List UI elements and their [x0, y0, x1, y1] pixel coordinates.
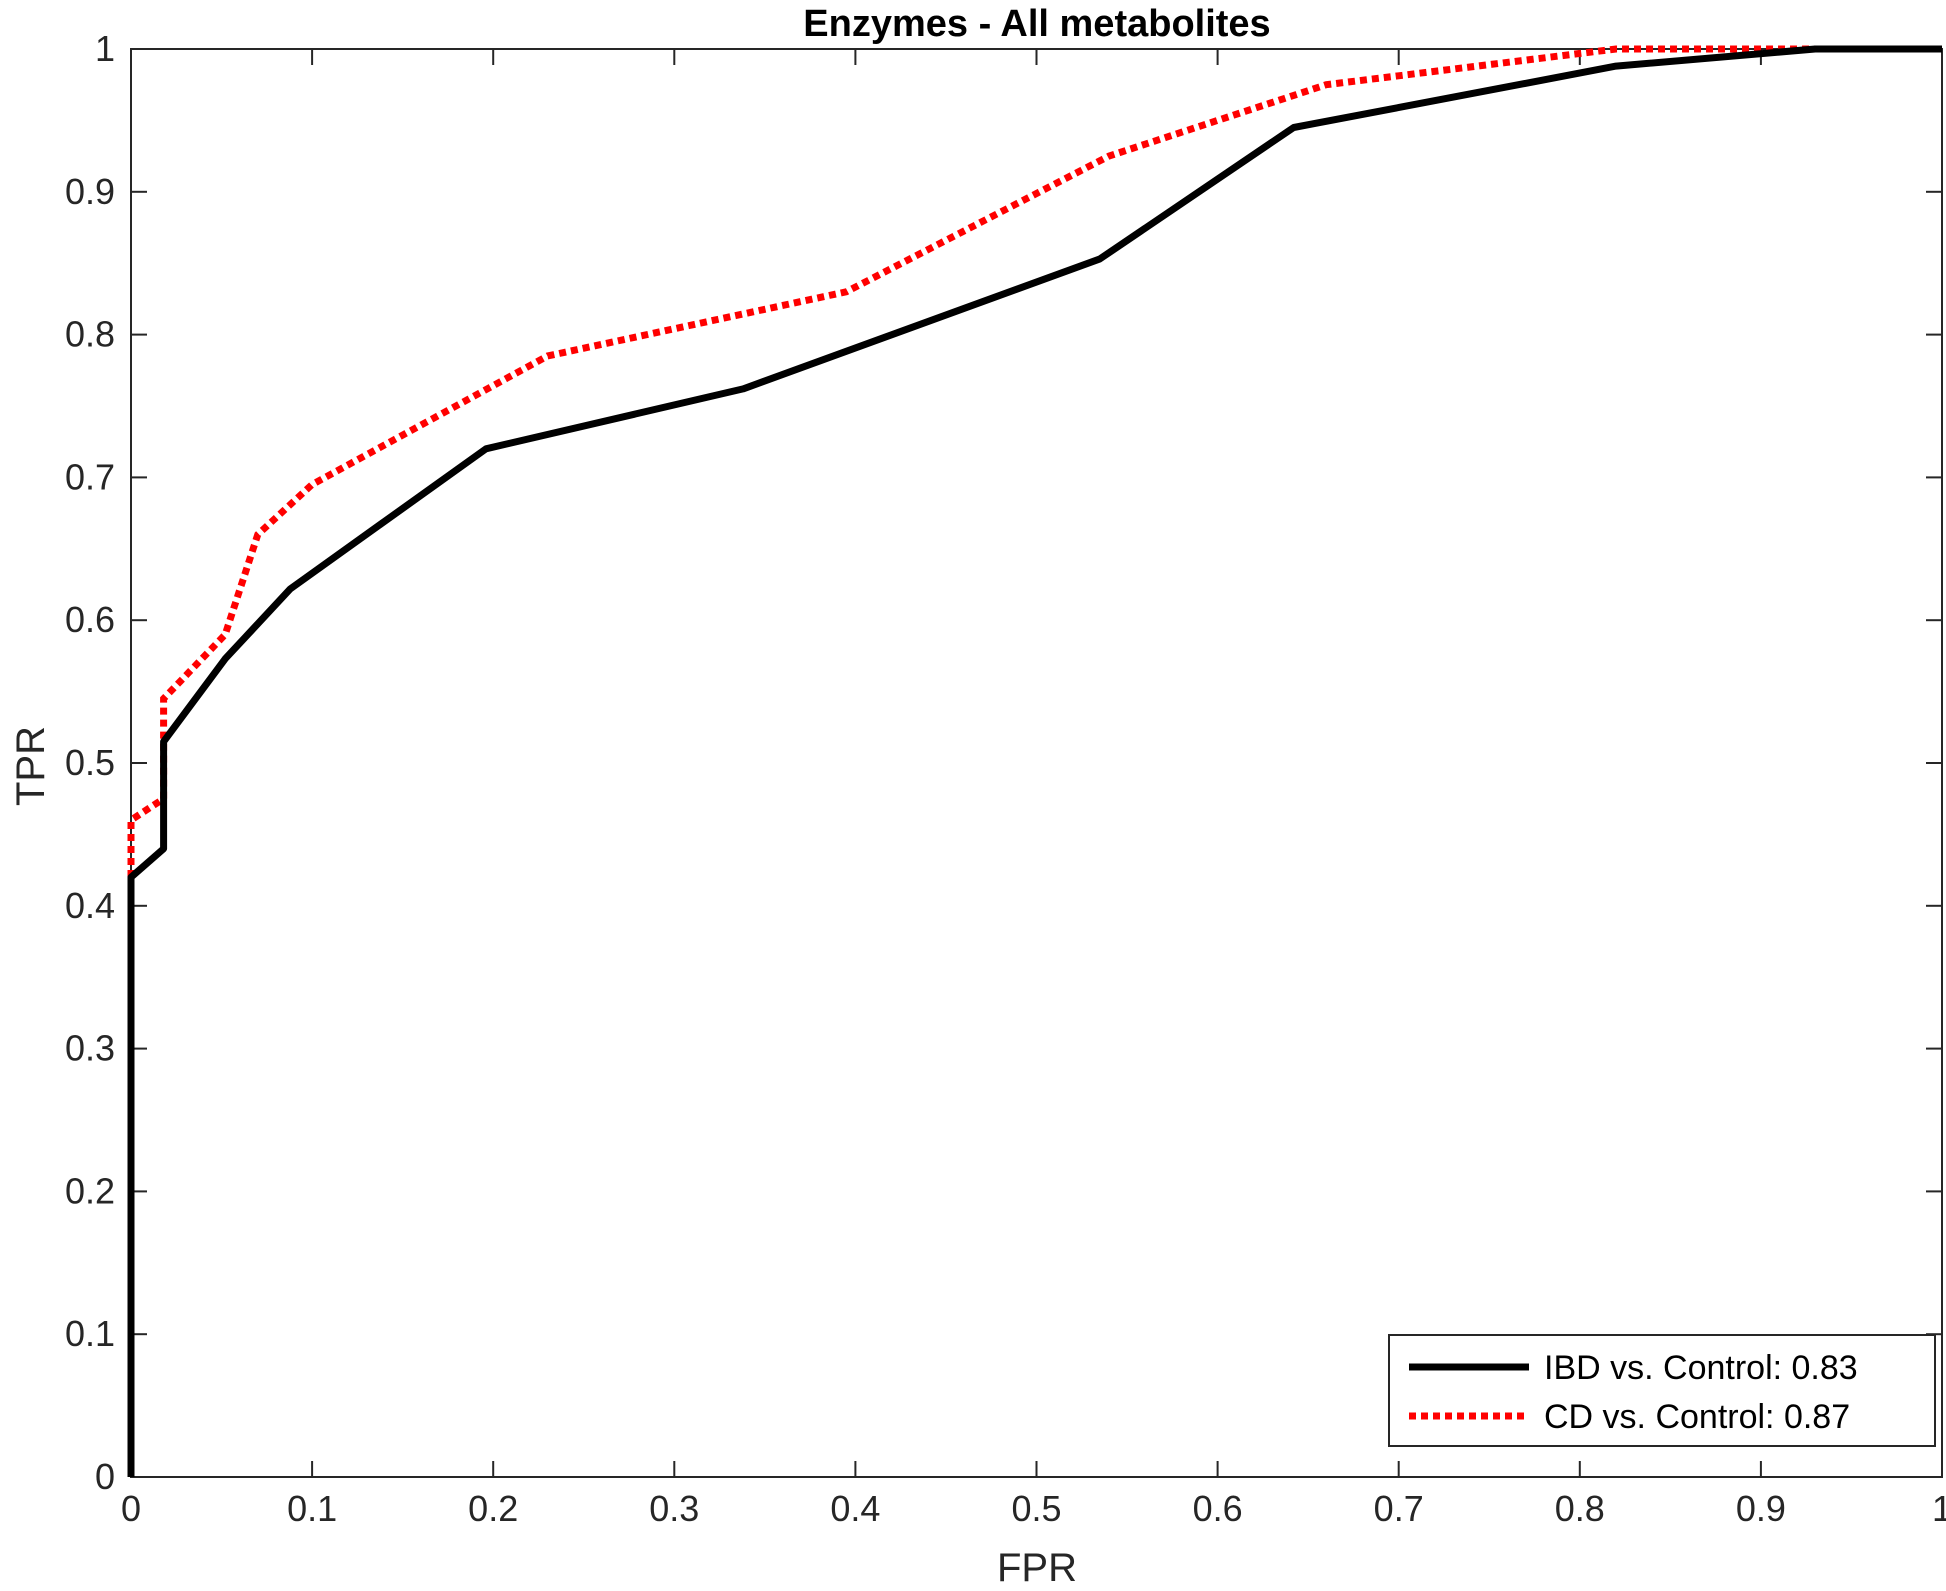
x-tick-label: 0.7 [1374, 1488, 1424, 1529]
x-tick-label: 0.4 [830, 1488, 880, 1529]
y-tick-label: 0.7 [65, 456, 115, 497]
y-tick-label: 0.4 [65, 885, 115, 926]
legend-box [1388, 1334, 1936, 1447]
x-tick-label: 0.9 [1736, 1488, 1786, 1529]
x-tick-label: 0.5 [1011, 1488, 1061, 1529]
y-axis-label: TPR [9, 726, 53, 806]
x-tick-label: 0.6 [1193, 1488, 1243, 1529]
x-tick-label: 0 [121, 1488, 141, 1529]
y-tick-label: 1 [95, 28, 115, 69]
y-tick-label: 0.5 [65, 742, 115, 783]
y-tick-label: 0.1 [65, 1313, 115, 1354]
series-line-ibd-vs-control [127, 45, 1942, 1477]
x-tick-label: 0.8 [1555, 1488, 1605, 1529]
y-tick-label: 0.2 [65, 1170, 115, 1211]
plot-area: 0 0.1 0.2 0.3 0.4 0.5 0.6 0.7 0.8 0.9 1 0 0.1 0.2 0.3 0… [65, 28, 1946, 1529]
legend: IBD vs. Control: 0.83 CD vs. Control: 0.8… [1388, 1334, 1936, 1447]
chart-title: Enzymes - All metabolites [803, 3, 1270, 45]
legend-entry-label: CD vs. Control: 0.87 [1544, 1398, 1850, 1436]
x-axis-label: FPR [997, 1546, 1077, 1590]
x-tick-label: 1 [1932, 1488, 1946, 1529]
series-line-cd-vs-control [127, 45, 1942, 1477]
x-tick-label: 0.2 [468, 1488, 518, 1529]
y-tick-label: 0 [95, 1456, 115, 1497]
y-tick-label: 0.8 [65, 314, 115, 355]
y-tick-label: 0.9 [65, 171, 115, 212]
legend-entry-label: IBD vs. Control: 0.83 [1544, 1349, 1858, 1387]
x-tick-label: 0.3 [649, 1488, 699, 1529]
y-tick-label: 0.3 [65, 1028, 115, 1069]
x-tick-label: 0.1 [287, 1488, 337, 1529]
y-tick-label: 0.6 [65, 599, 115, 640]
